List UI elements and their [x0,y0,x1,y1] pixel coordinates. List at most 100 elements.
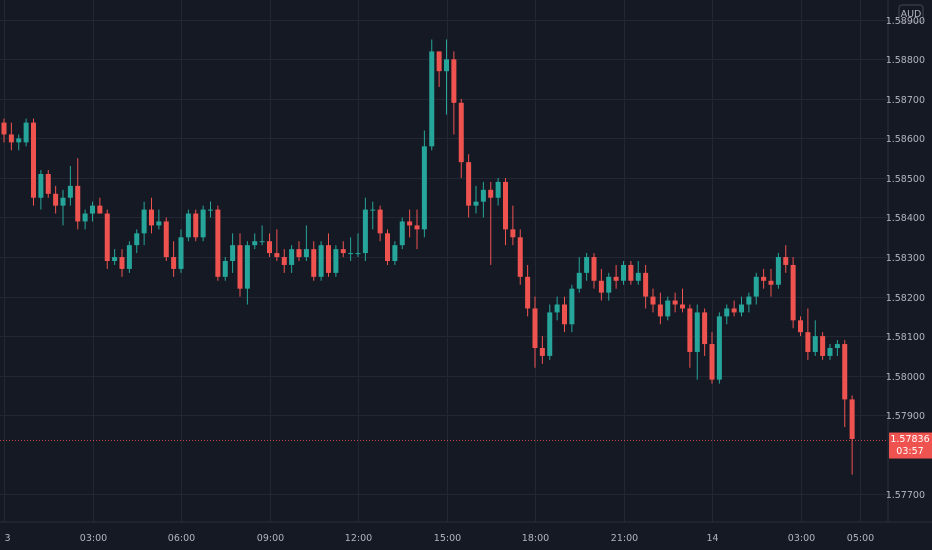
current-price-label: 1.57836 03:57 [889,432,932,459]
candle [495,177,501,206]
candle [215,205,221,281]
candle-body [731,308,737,313]
y-tick-label: 1.58600 [886,134,925,145]
y-tick-label: 1.58500 [886,174,925,185]
candle [429,39,435,151]
candle-body [149,209,154,226]
candle [1,118,7,143]
candle [274,229,280,261]
candle [67,166,73,206]
candle-body [362,209,368,254]
candle-body [178,237,184,269]
candle [185,209,191,242]
candle [628,261,634,285]
candle-body [156,221,162,226]
candle-body [547,312,553,356]
candle [156,209,162,230]
x-tick-label: 12:00 [345,533,372,544]
candle [126,241,132,273]
candle [163,217,169,261]
candle-body [340,249,346,254]
candle [591,253,597,289]
y-tick-label: 1.57700 [886,490,925,501]
candle-body [746,296,752,305]
candle-body [753,276,759,297]
candle-body [45,174,51,194]
candle-body [739,304,744,313]
candle [606,272,612,301]
candle-body [834,344,840,348]
candle-body [429,51,435,147]
candle-body [444,59,449,72]
time-axis-labels: 3 03:00 06:00 09:00 12:00 15:00 18:00 21:00 14 03… [5,533,875,544]
x-tick-label: 18:00 [522,533,549,544]
candle [613,264,619,289]
candle-body [60,197,66,206]
candle-body [53,193,59,206]
candle-body [399,221,405,246]
candle-body [562,304,567,325]
candle-body [480,189,486,202]
candle-body [23,122,29,143]
candle-body [200,209,206,238]
candle [761,268,767,289]
candle-body [385,233,390,261]
y-tick-label: 1.58800 [886,55,925,66]
candle [805,308,811,360]
candle-body [510,229,516,238]
candle [104,209,110,269]
y-tick-label: 1.57900 [886,411,925,422]
candle-body [252,241,258,246]
candle [134,229,140,254]
candle [798,316,803,337]
candle [783,245,789,273]
candle-body [606,276,612,293]
candle-body [318,245,324,277]
candle [569,284,575,333]
candle-body [687,308,693,352]
candle [281,249,287,273]
candle-body [244,245,250,289]
candle-body [628,264,634,281]
candle [97,197,103,214]
candle [259,225,265,246]
candle [244,241,250,305]
candle [178,229,184,273]
candle-body [635,272,641,281]
candle [517,229,523,285]
candle-body [702,312,708,345]
candle-body [163,221,169,258]
y-tick-label: 1.58400 [886,213,925,224]
candle-body [827,348,833,356]
candle-body [126,245,132,269]
candle [458,98,464,178]
candle-body [171,257,177,269]
candle-body [289,249,295,265]
candle-body [517,237,523,277]
currency-badge[interactable]: AUD [898,4,924,23]
candle [444,39,449,115]
candle [436,51,442,87]
candle-body [274,253,280,258]
candle [731,300,737,317]
currency-label: AUD [901,9,922,20]
candle-body [259,241,265,243]
candle-body [230,245,236,261]
candle-body [38,174,44,198]
candle-body [8,134,14,143]
candle [16,134,22,151]
candle-body [812,336,818,352]
candle-body [584,257,590,273]
candle-body [436,51,442,72]
candle [31,118,36,206]
candle [230,233,236,273]
candle [348,237,354,261]
candle [289,245,295,273]
current-price-value: 1.57836 [890,434,929,445]
candle-body [370,209,376,211]
candle [724,304,730,325]
candle-body [326,245,331,273]
candle [753,272,759,305]
candle [149,197,154,234]
